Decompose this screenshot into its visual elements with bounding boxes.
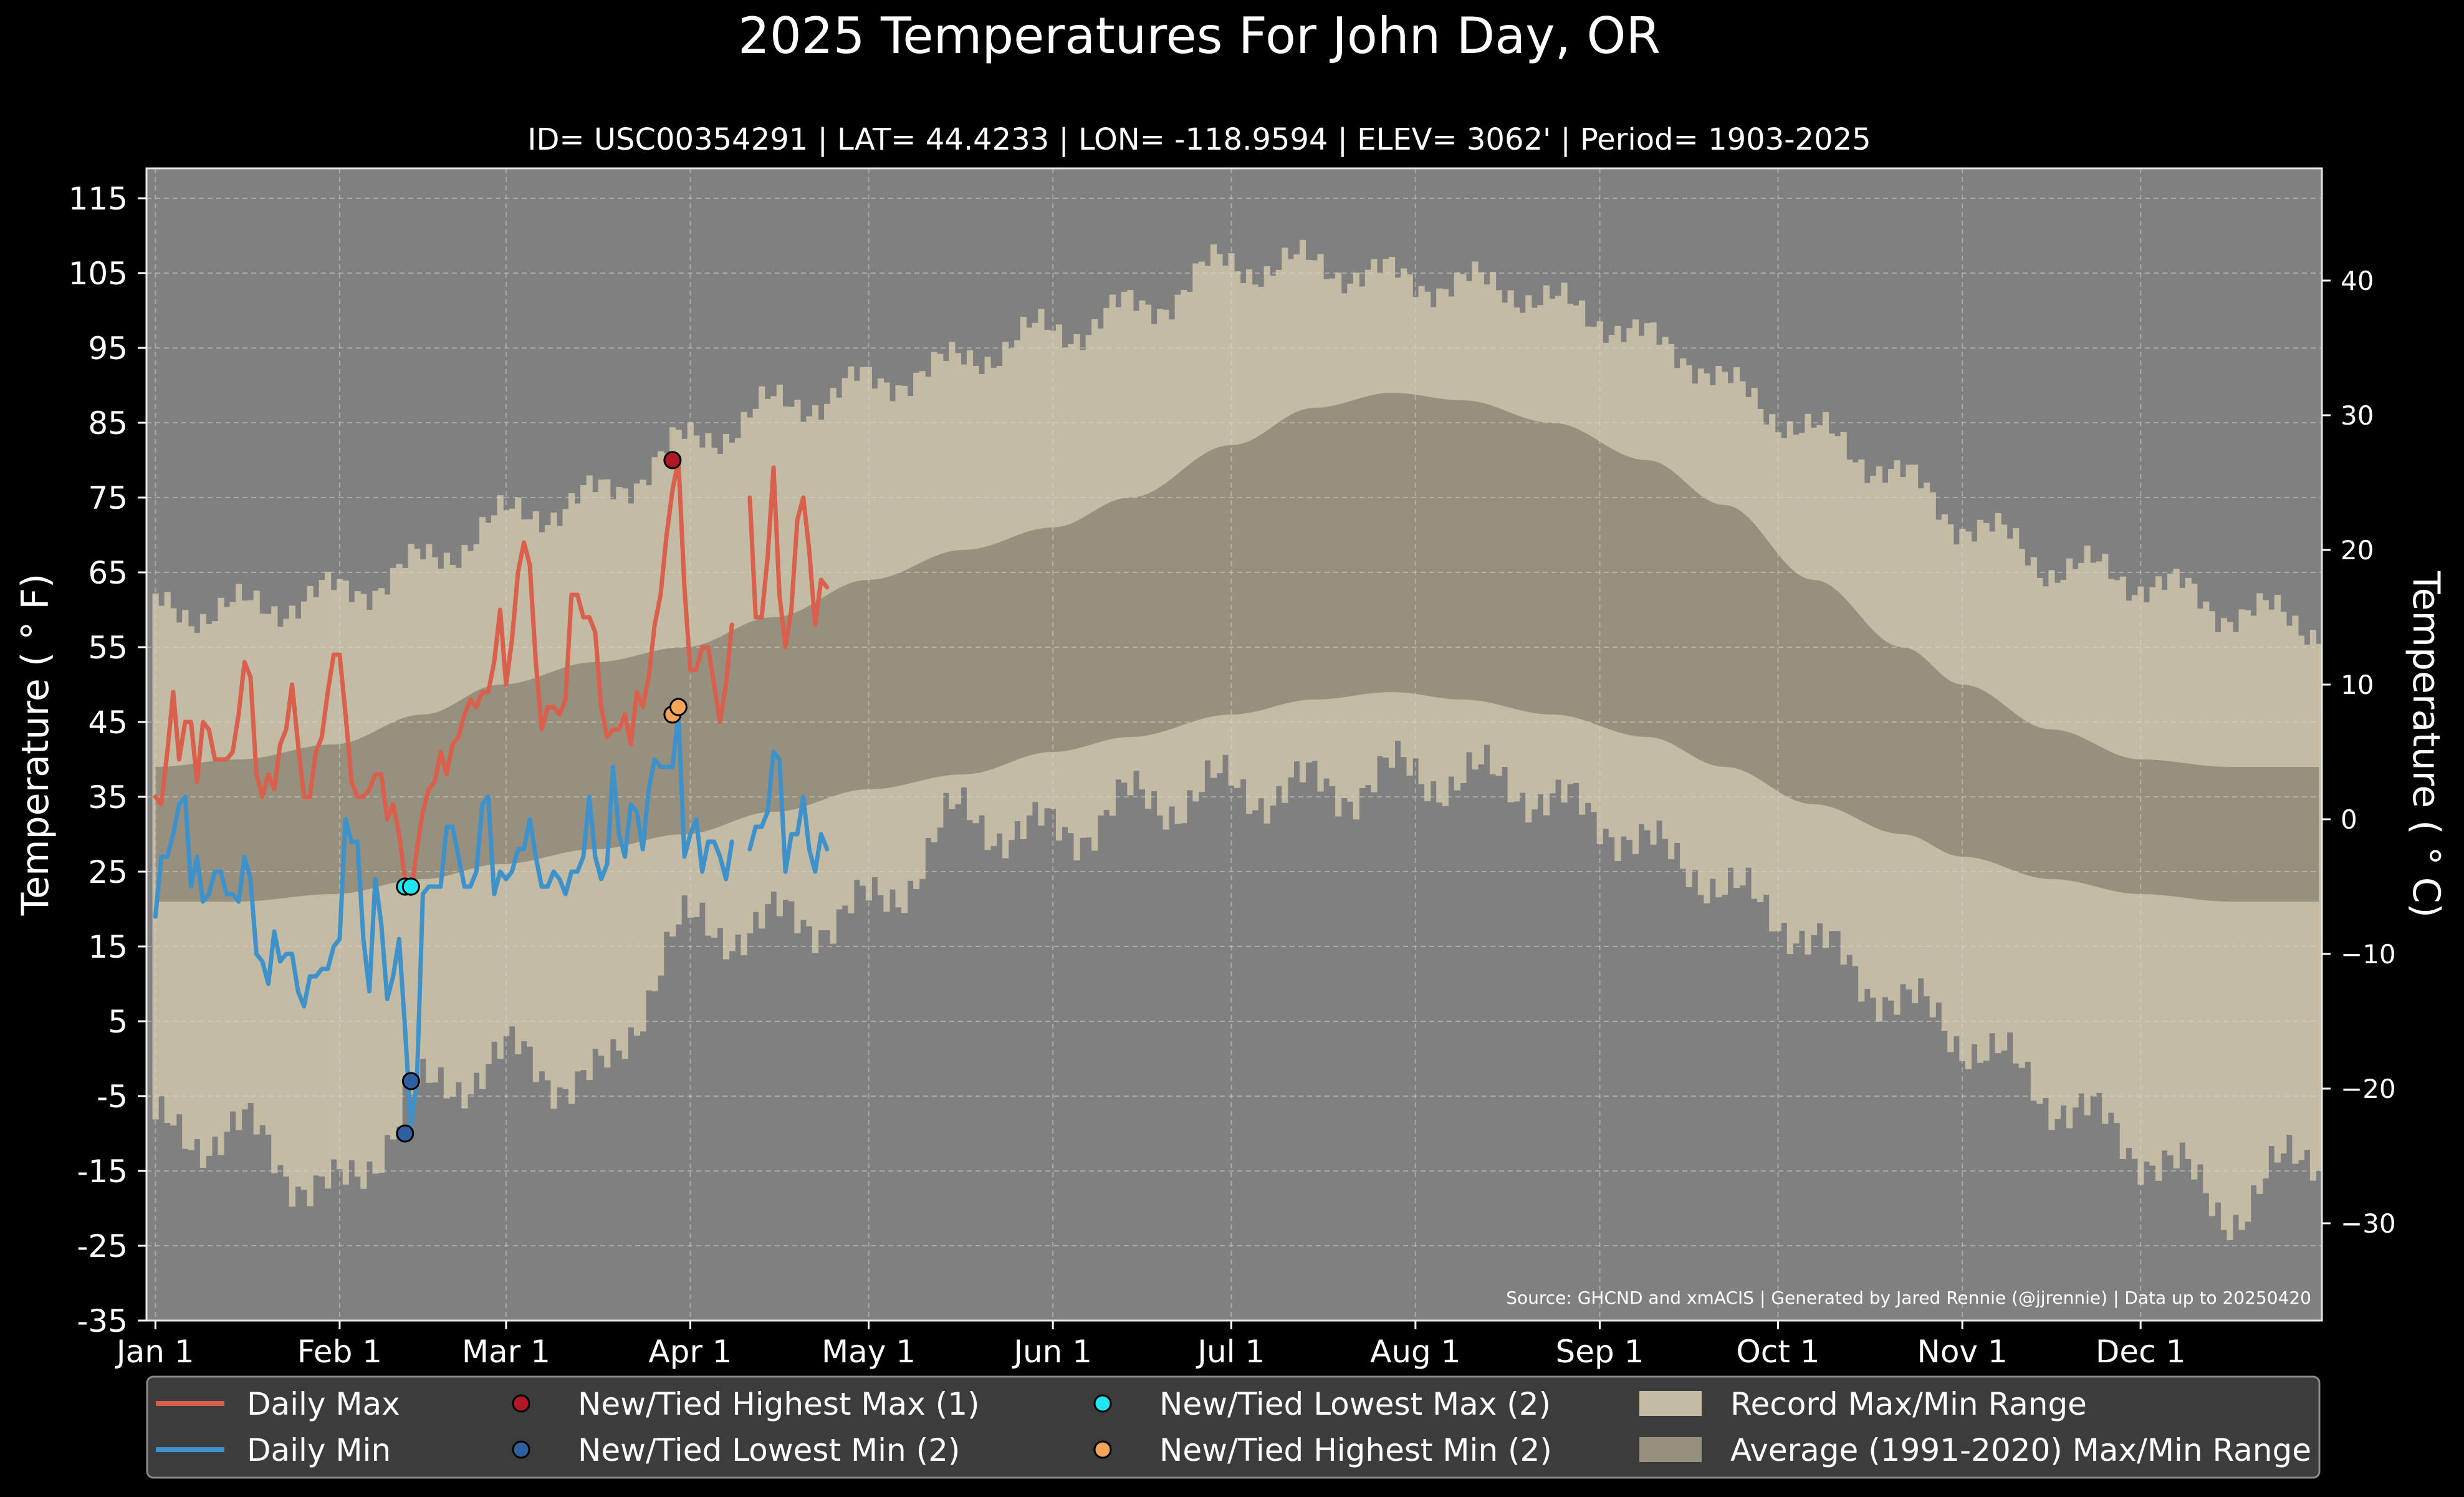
- x-tick-label: Jul 1: [1196, 1334, 1265, 1370]
- axes: 115 105 95 85 75 65 55 45 35 25 15 5 -5 -15 -25 -35 40 30…: [69, 181, 2396, 1370]
- y-tick-label-left: 95: [88, 330, 128, 367]
- legend-label: Daily Min: [247, 1432, 391, 1468]
- x-tick-label: Jan 1: [115, 1334, 194, 1370]
- record-range-bar: [360, 594, 367, 1189]
- y-tick-label-right: −10: [2341, 939, 2396, 970]
- y-tick-label-right: 20: [2341, 535, 2374, 566]
- x-tick-label: Jun 1: [1012, 1334, 1092, 1370]
- record-range-bar: [2309, 630, 2317, 1181]
- x-tick-label: Dec 1: [2096, 1334, 2185, 1370]
- legend-dot-swatch: [1093, 1394, 1112, 1413]
- record-range-bar: [2227, 622, 2233, 1241]
- y-axis-label-right: Temperature ( ° C): [2404, 570, 2448, 918]
- new-lowest-min-point: [396, 1124, 415, 1143]
- y-tick-label-right: 0: [2341, 804, 2357, 835]
- y-tick-label-left: 65: [88, 555, 128, 591]
- legend-label: Record Max/Min Range: [1730, 1386, 2087, 1422]
- chart-title: 2025 Temperatures For John Day, OR: [738, 7, 1661, 65]
- x-tick-label: Feb 1: [297, 1334, 382, 1370]
- y-tick-label-right: −20: [2341, 1074, 2396, 1104]
- new-highest-max-point: [663, 451, 682, 469]
- chart-subtitle: ID= USC00354291 | LAT= 44.4233 | LON= -1…: [527, 122, 1871, 157]
- new-lowest-max-point: [401, 877, 420, 896]
- legend-patch-swatch: [1639, 1437, 1702, 1462]
- data-series: [153, 458, 830, 1129]
- record-range-bar: [2220, 618, 2228, 1230]
- record-range-bar: [307, 585, 314, 1206]
- legend-dot-swatch: [512, 1440, 530, 1459]
- legend-entries: Daily Max Daily Min New/Tied Highest Max (…: [156, 1386, 2311, 1468]
- record-points: [396, 451, 688, 1143]
- legend-label: Daily Max: [247, 1386, 400, 1422]
- daily-min-line: [747, 749, 830, 874]
- x-tick-label: Nov 1: [1917, 1334, 2007, 1370]
- daily-min-line: [153, 712, 734, 1129]
- y-tick-label-left: 45: [88, 705, 128, 741]
- normal-range-band: [155, 393, 2319, 902]
- x-tick-label: Apr 1: [648, 1334, 732, 1370]
- y-tick-label-left: 15: [88, 929, 128, 965]
- y-tick-label-left: 85: [88, 405, 128, 441]
- legend-label: New/Tied Highest Min (2): [1159, 1432, 1552, 1468]
- source-note: Source: GHCND and xmACIS | Generated by …: [1506, 1288, 2311, 1308]
- record-range-bar: [289, 605, 295, 1207]
- y-tick-label-left: 5: [108, 1004, 128, 1040]
- legend-label: New/Tied Lowest Max (2): [1159, 1386, 1551, 1422]
- y-tick-label-left: 105: [69, 256, 128, 292]
- y-tick-label-left: -35: [77, 1303, 128, 1339]
- x-tick-label: Oct 1: [1736, 1334, 1819, 1370]
- y-tick-label-left: -5: [97, 1079, 128, 1115]
- new-lowest-min-point: [401, 1072, 420, 1090]
- record-range-bar: [2245, 610, 2251, 1222]
- legend-label: New/Tied Highest Max (1): [578, 1386, 980, 1422]
- record-range-bar: [2238, 609, 2245, 1230]
- y-tick-label-right: 30: [2341, 400, 2374, 431]
- legend-patch-swatch: [1639, 1391, 1702, 1416]
- plot-area: Source: GHCND and xmACIS | Generated by …: [145, 167, 2323, 1322]
- x-tick-label: Aug 1: [1370, 1334, 1460, 1370]
- legend-dot-swatch: [1093, 1440, 1112, 1459]
- legend-box: [146, 1375, 2321, 1479]
- x-tick-label: Sep 1: [1555, 1334, 1644, 1370]
- legend-label: New/Tied Lowest Min (2): [578, 1432, 960, 1468]
- daily-max-line: [153, 458, 734, 897]
- y-axis-label-left: Temperature ( ° F): [14, 574, 57, 917]
- x-tick-label: May 1: [822, 1334, 916, 1370]
- y-tick-label-left: 35: [88, 779, 128, 816]
- y-tick-label-left: -25: [77, 1228, 128, 1264]
- plot-frame: [145, 167, 2323, 1322]
- record-range-bar: [2232, 632, 2240, 1215]
- y-tick-label-left: 55: [88, 630, 128, 666]
- y-tick-label-left: 25: [88, 854, 128, 890]
- record-range-bar: [2215, 632, 2222, 1203]
- y-tick-label-left: 75: [88, 480, 128, 516]
- record-range-bar: [2208, 611, 2215, 1216]
- legend-label: Average (1991-2020) Max/Min Range: [1730, 1432, 2311, 1468]
- daily-max-line: [747, 465, 830, 650]
- record-range-bar: [2316, 643, 2323, 1171]
- y-tick-label-left: -15: [77, 1153, 128, 1190]
- record-range-bar: [295, 619, 302, 1187]
- x-tick-label: Mar 1: [462, 1334, 550, 1370]
- y-tick-label-right: 10: [2341, 670, 2374, 700]
- legend: Daily Max Daily Min New/Tied Highest Max (…: [146, 1375, 2321, 1479]
- y-tick-label-right: −30: [2341, 1208, 2396, 1239]
- y-tick-label-left: 115: [69, 181, 128, 217]
- y-tick-label-right: 40: [2341, 266, 2374, 296]
- new-highest-min-point: [669, 698, 688, 716]
- legend-dot-swatch: [512, 1394, 530, 1413]
